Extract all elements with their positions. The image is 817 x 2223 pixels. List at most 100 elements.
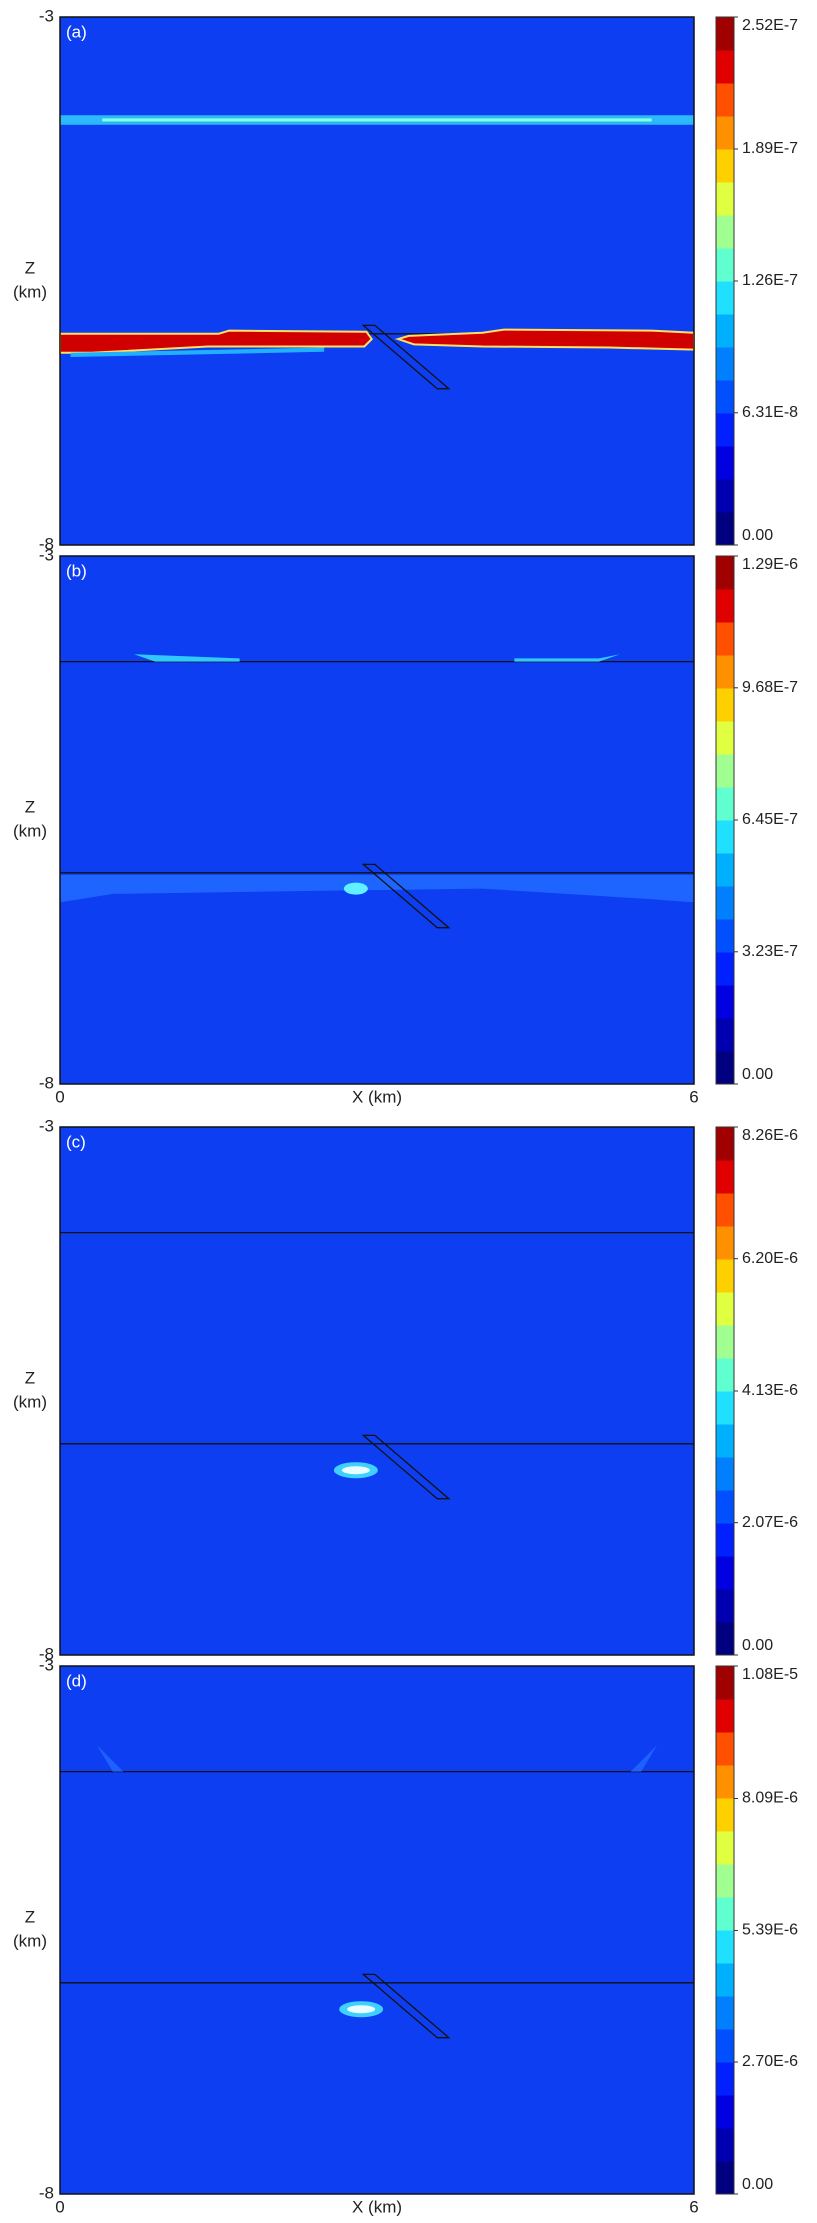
colorbar-segment <box>716 1457 734 1491</box>
colorbar-segment <box>716 1831 734 1865</box>
x-axis-label: X (km) <box>352 2197 402 2216</box>
colorbar-segment <box>716 347 734 381</box>
colorbar-tick-label: 0.00 <box>742 527 773 544</box>
colorbar-tick-label: 8.26E-6 <box>742 1127 798 1144</box>
colorbar-segment <box>716 655 734 689</box>
colorbar-tick-label: 1.29E-6 <box>742 556 798 573</box>
colorbar-segment <box>716 1424 734 1458</box>
colorbar-segment <box>716 787 734 821</box>
colorbar-segment <box>716 919 734 953</box>
colorbar-segment <box>716 413 734 447</box>
colorbar-segment <box>716 1996 734 2030</box>
colorbar-segment <box>716 952 734 986</box>
colorbar-segment <box>716 1699 734 1733</box>
plot-area <box>60 556 694 1084</box>
colorbar-segment <box>716 1556 734 1590</box>
colorbar-tick-label: 2.07E-6 <box>742 1514 798 1531</box>
y-axis-label: Z <box>25 797 35 816</box>
colorbar-segment <box>716 1226 734 1260</box>
y-tick-label: -8 <box>39 2183 54 2202</box>
colorbar-tick-label: 0.00 <box>742 1066 773 1083</box>
x-tick-label: 0 <box>55 1087 64 1106</box>
colorbar-segment <box>716 754 734 788</box>
anomaly-blob <box>341 1466 370 1475</box>
colorbar-segment <box>716 512 734 546</box>
colorbar-tick-label: 6.31E-8 <box>742 404 798 421</box>
colorbar-segment <box>716 688 734 722</box>
colorbar-segment <box>716 1018 734 1052</box>
y-axis-label: (km) <box>13 1392 47 1411</box>
panel-label: (d) <box>66 1671 87 1690</box>
anomaly-band <box>514 654 621 662</box>
y-axis-label: (km) <box>13 1931 47 1950</box>
colorbar-segment <box>716 1259 734 1293</box>
colorbar-segment <box>716 1765 734 1799</box>
y-axis-label: Z <box>25 1907 35 1926</box>
colorbar-segment <box>716 1325 734 1359</box>
colorbar-segment <box>716 1963 734 1997</box>
colorbar-segment <box>716 2029 734 2063</box>
colorbar-segment <box>716 1666 734 1700</box>
colorbar-segment <box>716 281 734 315</box>
colorbar-segment <box>716 1160 734 1194</box>
colorbar-segment <box>716 1391 734 1425</box>
plot-area <box>60 1666 694 2194</box>
colorbar-segment <box>716 985 734 1019</box>
plot-area <box>60 1127 694 1655</box>
colorbar-segment <box>716 2095 734 2129</box>
colorbar-segment <box>716 380 734 414</box>
colorbar-segment <box>716 1589 734 1623</box>
anomaly-band <box>630 1745 658 1772</box>
panel-label: (a) <box>66 22 87 41</box>
colorbar-segment <box>716 2128 734 2162</box>
anomaly-band <box>96 1745 124 1772</box>
x-axis-label: X (km) <box>352 1087 402 1106</box>
colorbar-segment <box>716 556 734 590</box>
colorbar-segment <box>716 248 734 282</box>
anomaly-blob <box>347 2005 376 2014</box>
colorbar-tick-label: 4.13E-6 <box>742 1382 798 1399</box>
colorbar-segment <box>716 1292 734 1326</box>
anomaly-band <box>60 874 694 903</box>
plot-frame <box>59 1665 695 2195</box>
panel-label: (c) <box>66 1132 86 1151</box>
colorbar-tick-label: 1.26E-7 <box>742 272 798 289</box>
colorbar-segment <box>716 1358 734 1392</box>
colorbar-segment <box>716 314 734 348</box>
colorbar-segment <box>716 853 734 887</box>
x-tick-label: 6 <box>689 2197 698 2216</box>
colorbar-segment <box>716 1127 734 1161</box>
colorbar-segment <box>716 721 734 755</box>
colorbar-tick-label: 0.00 <box>742 2176 773 2193</box>
colorbar-segment <box>716 1864 734 1898</box>
colorbar-segment <box>716 2161 734 2195</box>
plot-frame <box>59 16 695 546</box>
colorbar-segment <box>716 1051 734 1085</box>
colorbar-segment <box>716 2062 734 2096</box>
colorbar-segment <box>716 17 734 51</box>
anomaly-band <box>70 347 325 358</box>
panel-label: (b) <box>66 561 87 580</box>
colorbar-segment <box>716 589 734 623</box>
y-tick-label: -3 <box>39 1116 54 1135</box>
colorbar-tick-label: 6.20E-6 <box>742 1250 798 1267</box>
colorbar-tick-label: 6.45E-7 <box>742 811 798 828</box>
fault <box>361 1973 451 2039</box>
colorbar-segment <box>716 1622 734 1656</box>
x-tick-label: 6 <box>689 1087 698 1106</box>
plot-frame <box>59 1126 695 1656</box>
colorbar-tick-label: 1.08E-5 <box>742 1666 798 1683</box>
y-tick-label: -3 <box>39 545 54 564</box>
colorbar-tick-label: 5.39E-6 <box>742 1922 798 1939</box>
colorbar-segment <box>716 1732 734 1766</box>
fault <box>361 863 451 929</box>
anomaly-blob <box>343 882 368 895</box>
colorbar-segment <box>716 1193 734 1227</box>
fault <box>361 1434 451 1500</box>
x-tick-label: 0 <box>55 2197 64 2216</box>
plot-area <box>60 17 694 545</box>
colorbar-tick-label: 1.89E-7 <box>742 140 798 157</box>
colorbar-segment <box>716 1523 734 1557</box>
y-tick-label: -8 <box>39 1073 54 1092</box>
